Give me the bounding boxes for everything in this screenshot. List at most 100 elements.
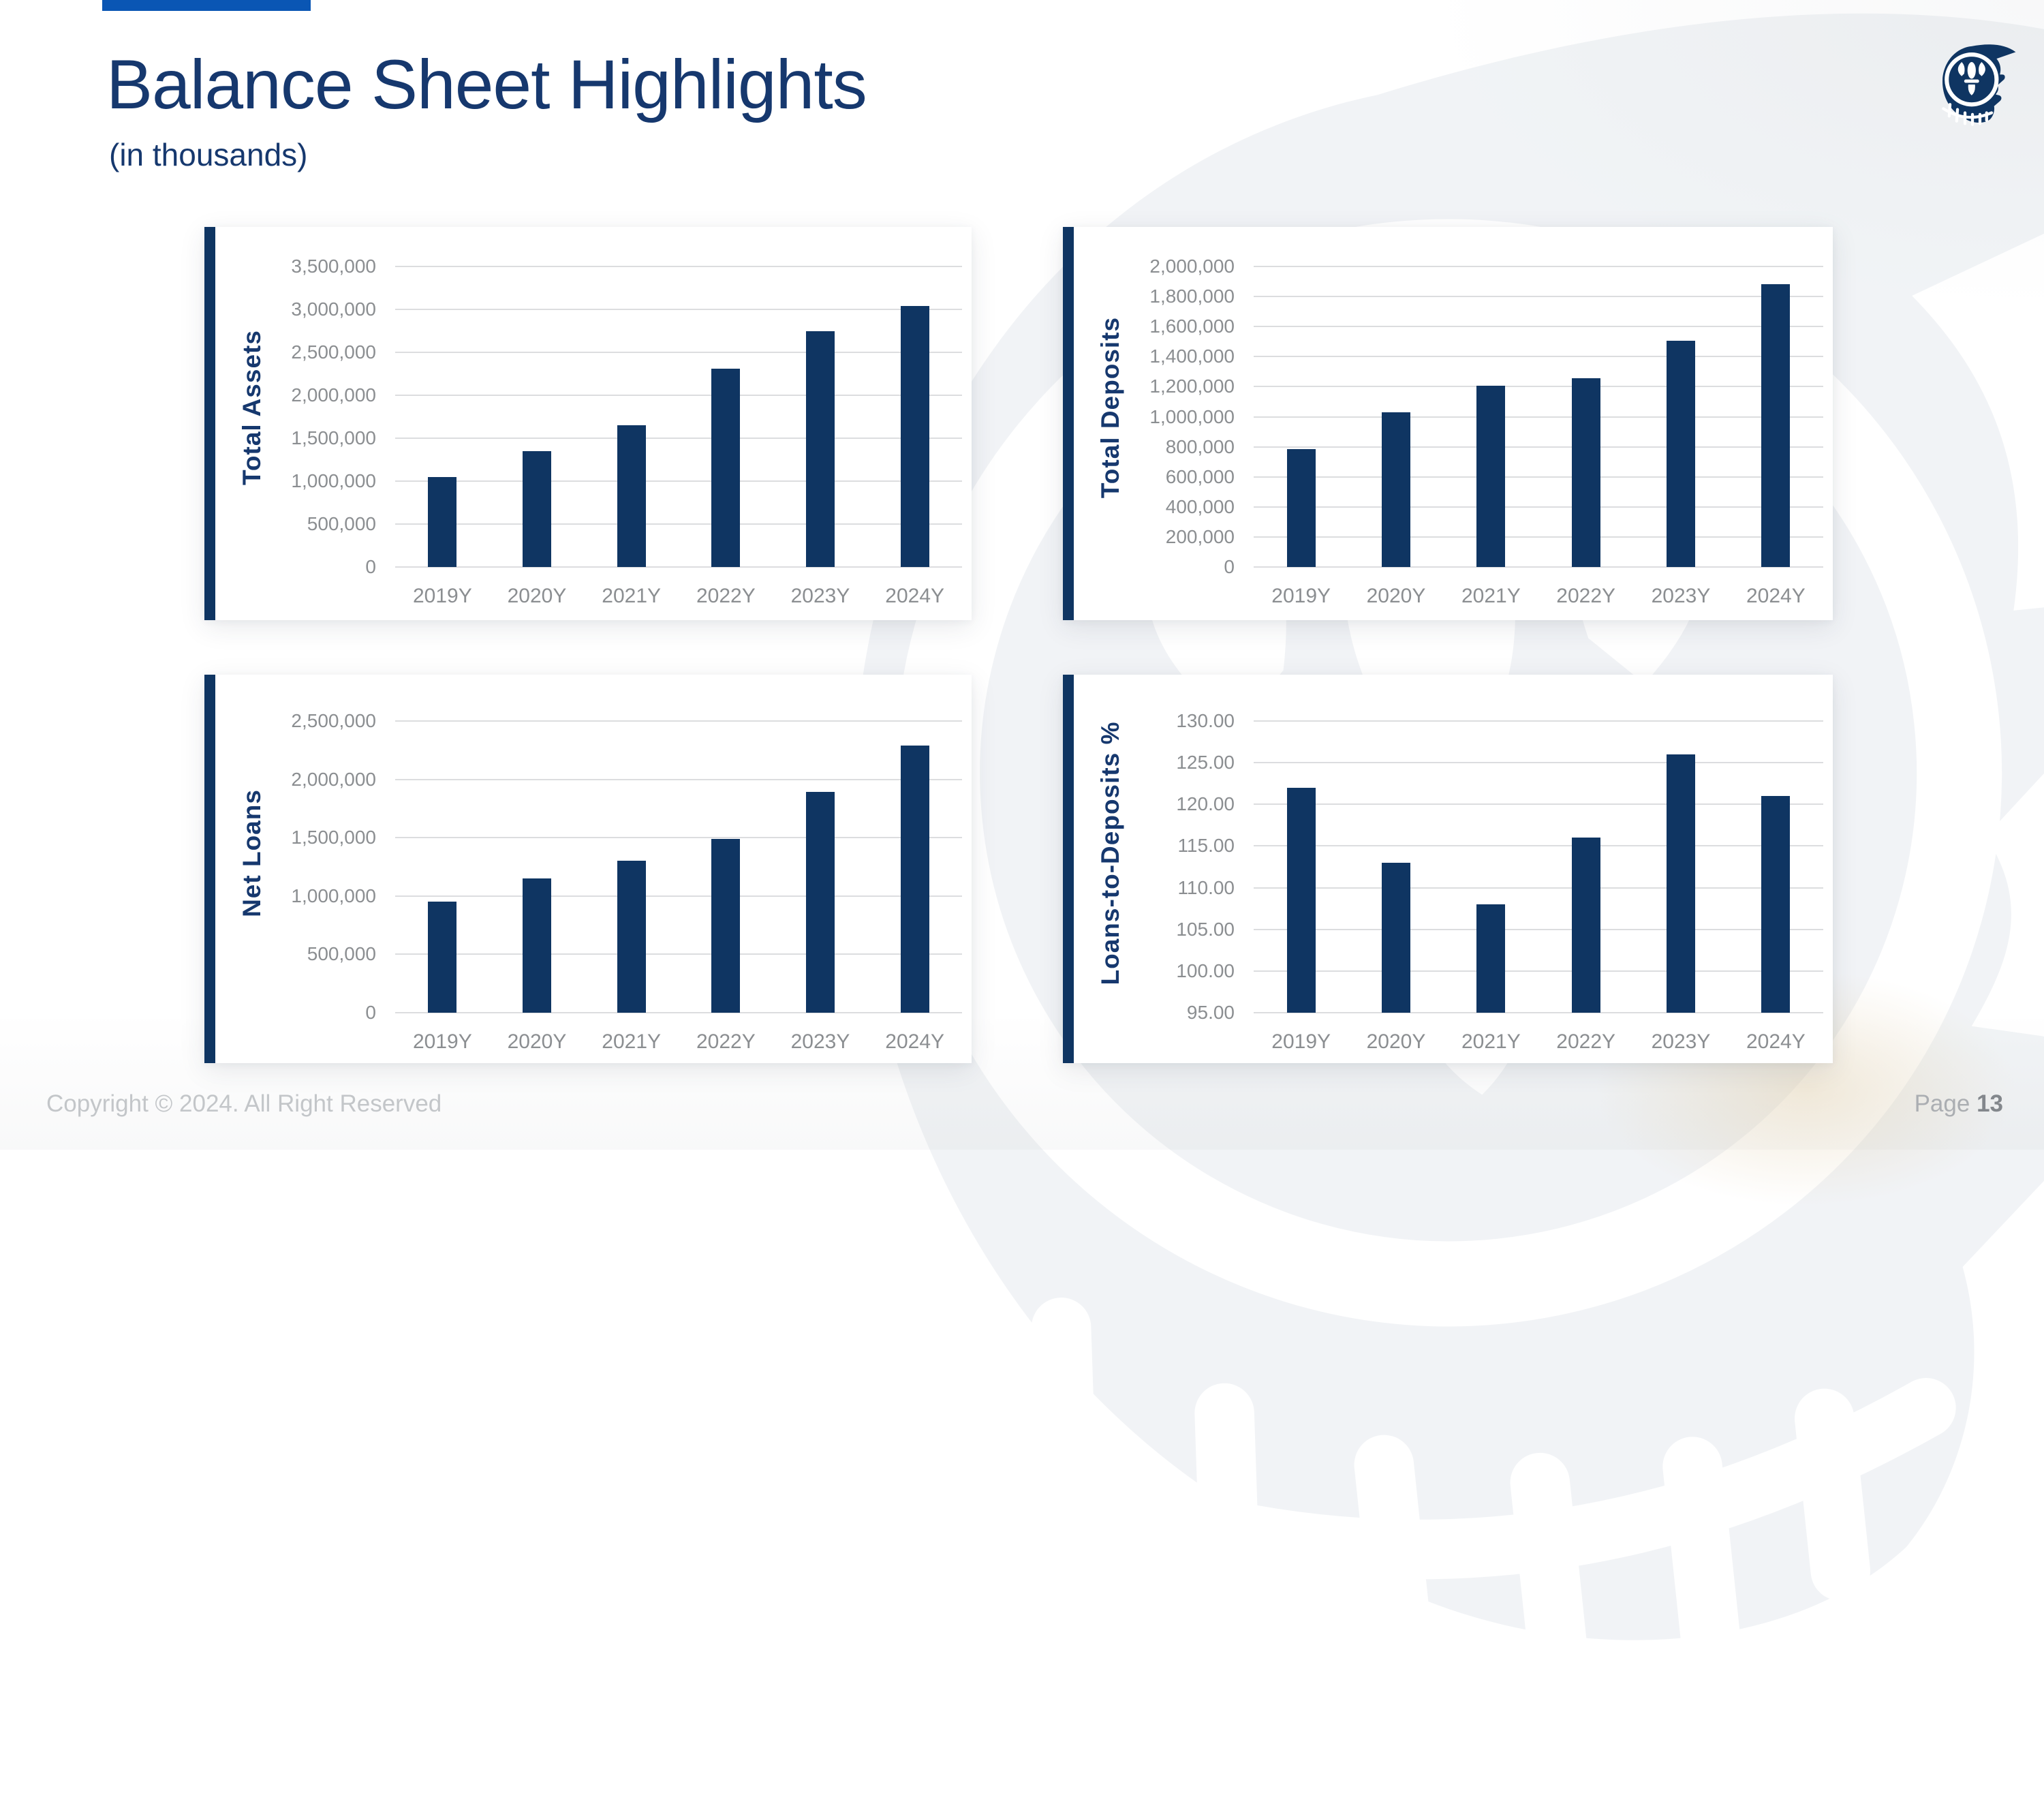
x-tick-label: 2021Y xyxy=(1461,585,1521,607)
bar-2023Y xyxy=(1667,341,1695,567)
page-indicator: Page 13 xyxy=(1915,1090,2003,1118)
bar-chart-total-assets: 3,500,000 3,000,000 2,500,000 2,000,000 1,50… xyxy=(291,256,962,607)
bar-2021Y xyxy=(1476,904,1506,1013)
x-tick-label: 2019Y xyxy=(412,1030,472,1053)
x-tick-label: 2021Y xyxy=(602,585,662,607)
x-tick-label: 2022Y xyxy=(696,585,756,607)
y-tick-label: 0 xyxy=(365,1002,376,1023)
x-tick-label: 2019Y xyxy=(412,585,472,607)
bar-2024Y xyxy=(900,305,929,567)
gridline xyxy=(395,837,962,839)
gridline xyxy=(1254,356,1823,358)
x-tick-label: 2023Y xyxy=(790,585,850,607)
x-tick-label: 2020Y xyxy=(507,1030,567,1053)
gridline xyxy=(1254,266,1823,267)
x-tick-label: 2020Y xyxy=(507,585,567,607)
card-accent-stripe xyxy=(204,227,215,620)
gridline xyxy=(395,352,962,353)
gridline xyxy=(1254,476,1823,478)
y-tick-label: 2,000,000 xyxy=(291,768,376,790)
gridline xyxy=(1254,386,1823,388)
x-tick-label: 2023Y xyxy=(1651,585,1711,607)
bar-2024Y xyxy=(900,745,929,1013)
x-tick-label: 2024Y xyxy=(1746,1030,1806,1053)
gridline xyxy=(395,778,962,780)
y-axis-title: Total Assets xyxy=(238,330,266,486)
x-tick-label: 2023Y xyxy=(1651,1030,1711,1053)
gridline xyxy=(1254,296,1823,298)
y-tick-label: 800,000 xyxy=(1165,435,1235,457)
y-axis-title: Total Deposits xyxy=(1096,317,1124,499)
y-tick-label: 200,000 xyxy=(1165,525,1235,547)
gridline xyxy=(395,1012,962,1013)
page-subtitle: (in thousands) xyxy=(109,137,308,172)
gridline xyxy=(395,438,962,439)
gridline xyxy=(1254,720,1823,722)
bar-2019Y xyxy=(1286,787,1316,1013)
gridline xyxy=(1254,887,1823,889)
gridline xyxy=(1254,536,1823,538)
bar-2024Y xyxy=(1761,284,1791,567)
bar-chart-net-loans: 2,500,000 2,000,000 1,500,000 1,000,000 500,… xyxy=(291,710,962,1053)
x-tick-label: 2019Y xyxy=(1271,585,1331,607)
x-tick-label: 2024Y xyxy=(1746,585,1806,607)
bar-2022Y xyxy=(1571,838,1600,1013)
y-tick-label: 2,000,000 xyxy=(291,384,376,405)
x-tick-label: 2024Y xyxy=(885,1030,945,1053)
top-accent-bar xyxy=(102,0,311,11)
gridline xyxy=(1254,506,1823,508)
gridline xyxy=(395,266,962,267)
y-tick-label: 500,000 xyxy=(307,943,376,965)
y-tick-label: 0 xyxy=(1224,556,1235,577)
knight-head-logo-icon xyxy=(1938,41,2022,128)
page-label: Page xyxy=(1914,1090,1970,1117)
bar-2023Y xyxy=(806,331,835,567)
y-tick-label: 95.00 xyxy=(1186,1002,1235,1023)
gridline xyxy=(395,953,962,955)
y-tick-label: 1,800,000 xyxy=(1149,286,1235,307)
bar-chart-total-deposits: 2,000,000 1,800,000 1,600,000 1,400,000 1,20… xyxy=(1149,256,1823,607)
x-tick-label: 2023Y xyxy=(790,1030,850,1053)
bar-2019Y xyxy=(428,902,457,1013)
gridline xyxy=(395,895,962,897)
x-tick-label: 2024Y xyxy=(885,585,945,607)
y-tick-label: 125.00 xyxy=(1176,752,1235,773)
y-tick-label: 3,500,000 xyxy=(291,256,376,277)
gridline xyxy=(395,720,962,722)
bar-2023Y xyxy=(806,791,835,1013)
gridline xyxy=(1254,1012,1823,1013)
charts-grid: Total Assets 3,500,000 3,000,000 2,500,000… xyxy=(204,227,1833,1063)
y-tick-label: 1,500,000 xyxy=(291,827,376,848)
y-tick-label: 100.00 xyxy=(1176,960,1235,981)
y-axis-title: Net Loans xyxy=(238,789,266,918)
bar-2021Y xyxy=(617,425,646,567)
x-tick-label: 2022Y xyxy=(1556,585,1616,607)
card-accent-stripe xyxy=(1063,227,1074,620)
gridline xyxy=(1254,970,1823,972)
y-tick-label: 115.00 xyxy=(1177,835,1235,857)
bar-2022Y xyxy=(711,838,741,1013)
y-tick-label: 110.00 xyxy=(1177,876,1235,898)
bar-2022Y xyxy=(1571,378,1600,567)
bar-chart-loans-to-deposits: 130.00 125.00 120.00 115.00 110.00 105.00 100.… xyxy=(1176,710,1823,1053)
y-tick-label: 3,000,000 xyxy=(291,298,376,320)
y-tick-label: 130.00 xyxy=(1176,710,1235,731)
x-tick-label: 2020Y xyxy=(1366,1030,1426,1053)
y-tick-label: 105.00 xyxy=(1176,918,1235,940)
chart-card-net-loans: Net Loans 2,500,000 2,000,000 1,500,000 1,0… xyxy=(204,675,972,1063)
chart-card-total-assets: Total Assets 3,500,000 3,000,000 2,500,000… xyxy=(204,227,972,620)
gridline xyxy=(1254,845,1823,847)
y-tick-label: 120.00 xyxy=(1176,793,1235,815)
y-tick-label: 1,400,000 xyxy=(1149,346,1235,367)
y-tick-label: 0 xyxy=(365,556,376,577)
gridline xyxy=(1254,928,1823,930)
gridline xyxy=(1254,446,1823,448)
x-tick-label: 2020Y xyxy=(1366,585,1426,607)
card-accent-stripe xyxy=(204,675,215,1063)
x-tick-label: 2019Y xyxy=(1271,1030,1331,1053)
y-tick-label: 600,000 xyxy=(1165,465,1235,487)
y-tick-label: 400,000 xyxy=(1165,495,1235,517)
bar-2024Y xyxy=(1761,796,1791,1013)
y-tick-label: 1,200,000 xyxy=(1149,376,1235,397)
gridline xyxy=(1254,416,1823,418)
